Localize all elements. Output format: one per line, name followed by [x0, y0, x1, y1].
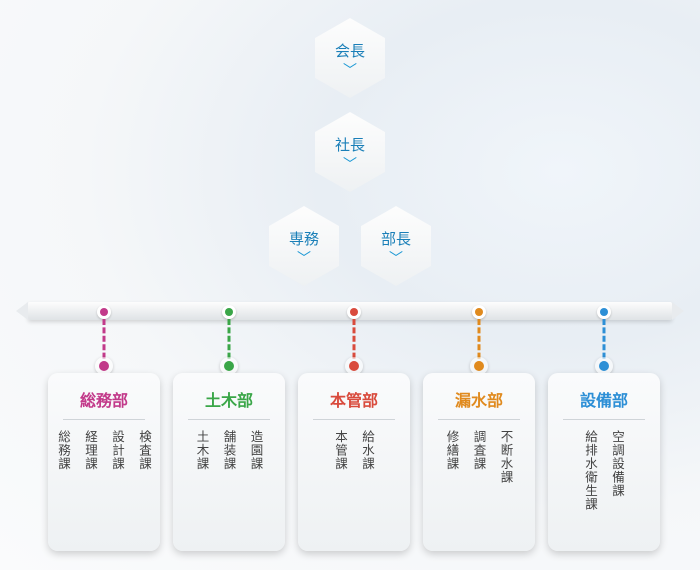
chevron-down-icon: ﹀: [343, 63, 357, 77]
dept-card: 設備部 空調設備課 給排水衛生課: [548, 373, 660, 551]
section-item: 給排水衛生課: [581, 430, 600, 511]
pin-dot: [599, 361, 609, 371]
pin-dot: [600, 308, 608, 316]
section-item: 総務課: [54, 430, 73, 471]
section-item: 修繕課: [443, 430, 462, 484]
dept-card: 本管部 給水課 本管課: [298, 373, 410, 551]
section-item: 経理課: [81, 430, 100, 471]
dept-card: 土木部 造園課 舗装課 土木課: [173, 373, 285, 551]
pin-dot: [350, 308, 358, 316]
pin-top: [222, 305, 236, 319]
dept-title: 設備部: [580, 387, 628, 411]
hex-shacho: 社長 ﹀: [315, 112, 385, 192]
section-item: 不断水課: [497, 430, 516, 484]
dept-card: 漏水部 不断水課 調査課 修繕課: [423, 373, 535, 551]
hex-senmu: 専務 ﹀: [269, 206, 339, 286]
hex-bucho: 部長 ﹀: [361, 206, 431, 286]
sections-list: 造園課 舗装課 土木課: [193, 430, 266, 471]
section-item: 調査課: [470, 430, 489, 484]
pin-top: [597, 305, 611, 319]
dept-card: 総務部 検査課 設計課 経理課 総務課: [48, 373, 160, 551]
org-chart-canvas: 会長 ﹀ 社長 ﹀ 専務 ﹀ 部長 ﹀ 総務部 検査課 設計課 経理課 総: [0, 0, 700, 570]
pin-dot: [475, 308, 483, 316]
chevron-down-icon: ﹀: [297, 251, 311, 265]
section-item: 舗装課: [220, 430, 239, 471]
chevron-down-icon: ﹀: [343, 157, 357, 171]
sections-list: 空調設備課 給排水衛生課: [581, 430, 627, 511]
divider: [63, 419, 146, 420]
hex-kaicho: 会長 ﹀: [315, 18, 385, 98]
section-item: 検査課: [135, 430, 154, 471]
section-item: 空調設備課: [608, 430, 627, 511]
divider: [438, 419, 521, 420]
sections-list: 不断水課 調査課 修繕課: [443, 430, 516, 484]
section-item: 設計課: [108, 430, 127, 471]
divider: [313, 419, 396, 420]
pin-top: [97, 305, 111, 319]
hex-label: 専務: [289, 228, 319, 249]
chevron-down-icon: ﹀: [389, 251, 403, 265]
hex-label: 部長: [381, 228, 411, 249]
hex-label: 社長: [335, 134, 365, 155]
section-item: 造園課: [247, 430, 266, 471]
section-item: 給水課: [358, 430, 377, 471]
divider: [563, 419, 646, 420]
section-item: 本管課: [331, 430, 350, 471]
sections-list: 検査課 設計課 経理課 総務課: [54, 430, 154, 471]
dept-title: 漏水部: [455, 387, 503, 411]
section-item: 土木課: [193, 430, 212, 471]
hex-label: 会長: [335, 40, 365, 61]
pin-dot: [100, 308, 108, 316]
department-columns: 総務部 検査課 設計課 経理課 総務課 土木部 造園課 舗装課: [0, 305, 700, 570]
pin-top: [347, 305, 361, 319]
pin-dot: [99, 361, 109, 371]
pin-top: [472, 305, 486, 319]
pin-dot: [224, 361, 234, 371]
dept-title: 本管部: [330, 387, 378, 411]
dept-title: 土木部: [205, 387, 253, 411]
pin-dot: [349, 361, 359, 371]
sections-list: 給水課 本管課: [331, 430, 377, 471]
dept-title: 総務部: [80, 387, 128, 411]
divider: [188, 419, 271, 420]
pin-dot: [474, 361, 484, 371]
pin-dot: [225, 308, 233, 316]
